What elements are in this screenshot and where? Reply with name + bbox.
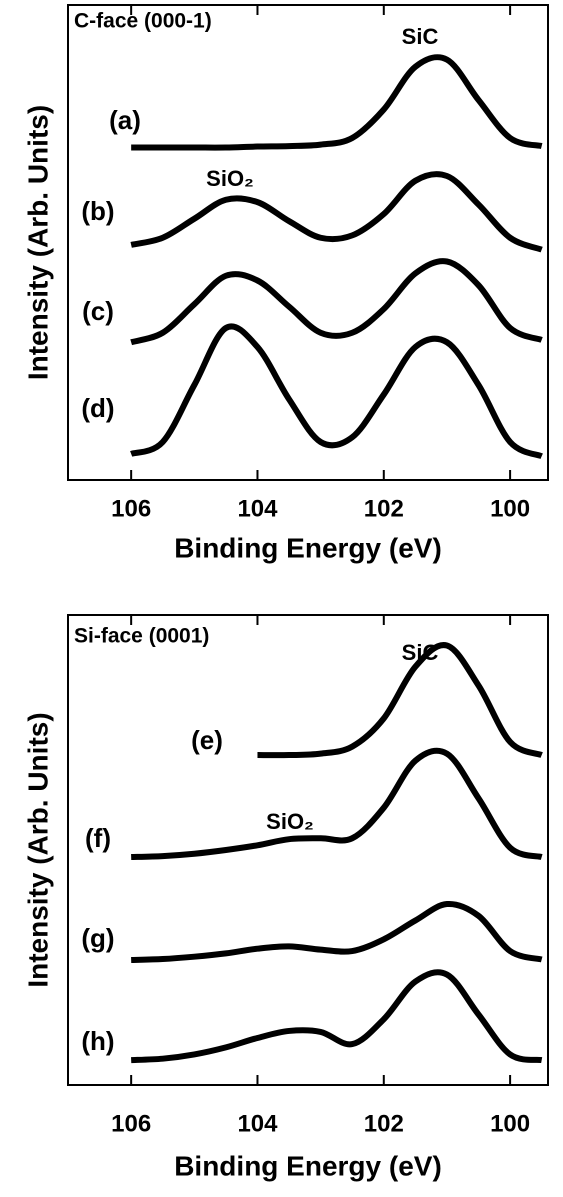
series-label: (d) <box>81 393 114 423</box>
panel-title: Si-face (0001) <box>74 625 209 648</box>
series-label: (b) <box>81 196 114 226</box>
series-label: (f) <box>85 823 111 853</box>
spectrum-line <box>257 642 543 759</box>
series-label: (a) <box>109 105 141 135</box>
annotation: SiC <box>402 24 439 49</box>
x-tick-label: 100 <box>490 1110 530 1137</box>
spectrum-line <box>131 901 543 963</box>
x-axis-label: Binding Energy (eV) <box>174 532 442 563</box>
x-tick-label: 100 <box>490 495 530 522</box>
series-label: (c) <box>82 296 114 326</box>
series-label: (e) <box>191 725 223 755</box>
x-axis-label: Binding Energy (eV) <box>174 1150 442 1181</box>
x-tick-label: 104 <box>237 1110 278 1137</box>
x-tick-label: 106 <box>111 1110 151 1137</box>
x-tick-label: 104 <box>237 495 278 522</box>
x-tick-label: 102 <box>364 495 404 522</box>
x-tick-label: 106 <box>111 495 151 522</box>
spectrum-line <box>130 171 543 253</box>
series-label: (h) <box>81 1026 114 1056</box>
spectrum-line <box>131 969 543 1064</box>
spectrum-line <box>130 323 543 460</box>
plot-frame <box>67 4 549 481</box>
spectrum-line <box>131 747 543 861</box>
y-axis-label: Intensity (Arb. Units) <box>22 105 53 380</box>
annotation: SiO₂ <box>206 166 254 191</box>
spectrum-line <box>130 258 543 346</box>
plot-frame <box>67 614 549 1086</box>
x-tick-label: 102 <box>364 1110 404 1137</box>
panel-title: C-face (000-1) <box>74 10 212 33</box>
spectrum-line <box>131 54 543 151</box>
annotation: SiO₂ <box>266 809 314 834</box>
y-axis-label: Intensity (Arb. Units) <box>22 712 53 987</box>
series-label: (g) <box>81 923 114 953</box>
